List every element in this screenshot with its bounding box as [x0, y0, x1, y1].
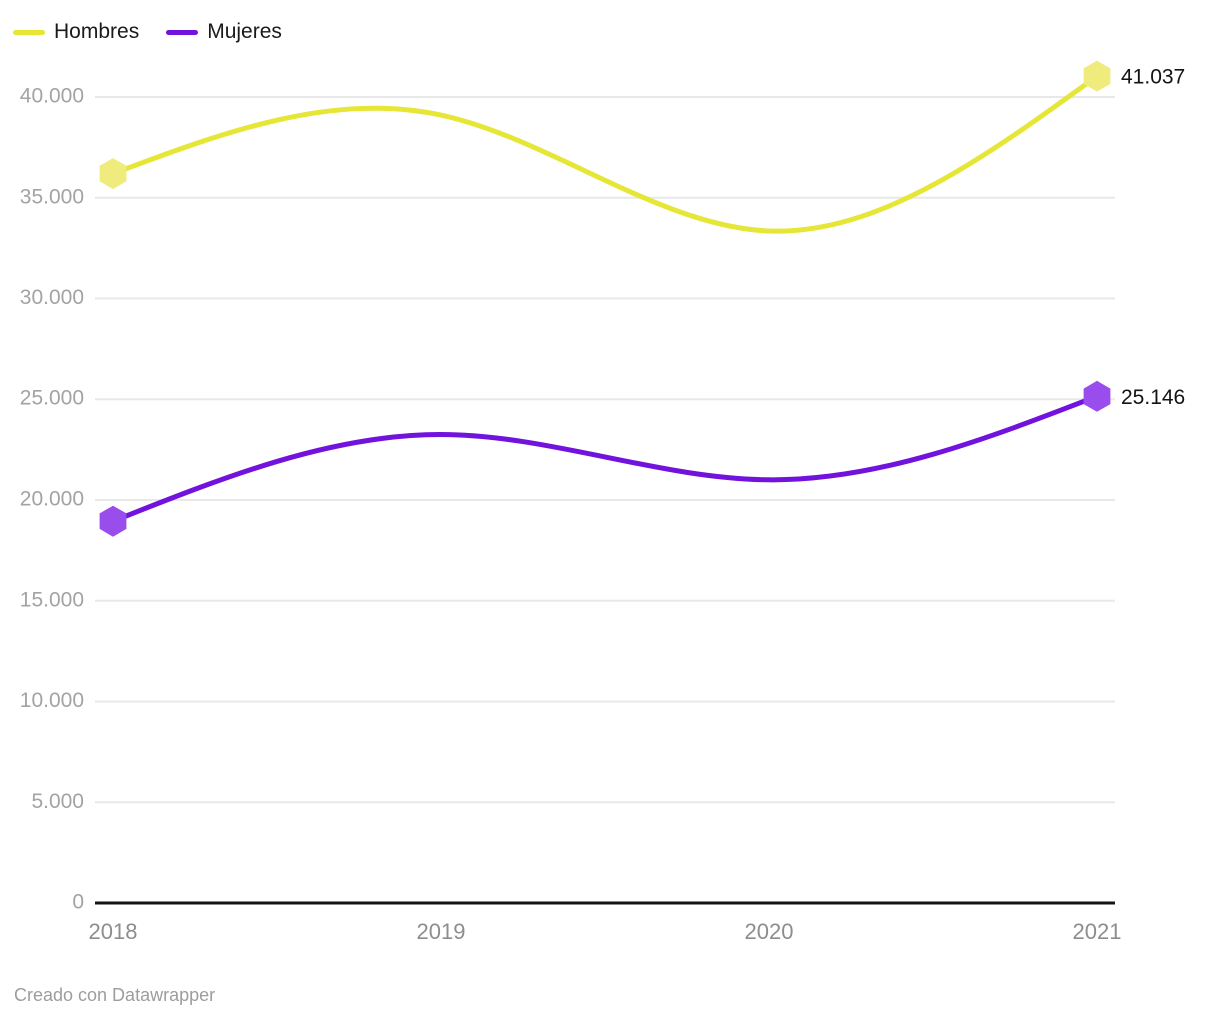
y-tick-label: 0 [72, 891, 84, 914]
legend-swatch-mujeres [166, 29, 199, 35]
y-tick-label: 40.000 [20, 85, 84, 108]
chart-footer: Creado con Datawrapper [14, 984, 215, 1006]
legend-item-mujeres: Mujeres [166, 20, 282, 44]
line-chart-plot: 0 5.000 10.000 15.000 20.000 25.000 30.000 35.0… [20, 60, 1185, 944]
series-marker-mujeres[interactable] [99, 505, 127, 537]
x-tick-label: 2019 [417, 919, 466, 944]
y-tick-label: 5.000 [31, 790, 84, 813]
legend-label-mujeres: Mujeres [207, 20, 282, 43]
datawrapper-credit-link[interactable]: Creado con Datawrapper [14, 985, 216, 1005]
legend-label-hombres: Hombres [54, 20, 140, 43]
y-tick-label: 30.000 [20, 286, 84, 309]
x-tick-label: 2021 [1073, 919, 1122, 944]
x-tick-label: 2020 [745, 919, 794, 944]
y-tick-label: 20.000 [20, 488, 84, 511]
series-marker-hombres[interactable] [1083, 60, 1111, 92]
legend-item-hombres: Hombres [13, 20, 139, 44]
series-line-hombres [110, 73, 1100, 234]
series-end-label-hombres: 41.037 [1121, 66, 1185, 89]
x-tick-label: 2018 [89, 919, 138, 944]
series-line-mujeres [110, 393, 1100, 524]
y-tick-label: 25.000 [20, 387, 84, 410]
legend-swatch-hombres [13, 29, 45, 35]
y-tick-label: 15.000 [20, 588, 84, 611]
y-tick-label: 35.000 [20, 185, 84, 208]
series-marker-hombres[interactable] [99, 158, 127, 190]
y-tick-label: 10.000 [20, 689, 84, 712]
series-marker-mujeres[interactable] [1083, 380, 1111, 412]
series-end-label-mujeres: 25.146 [1121, 386, 1185, 409]
legend: Hombres Mujeres [13, 20, 282, 44]
